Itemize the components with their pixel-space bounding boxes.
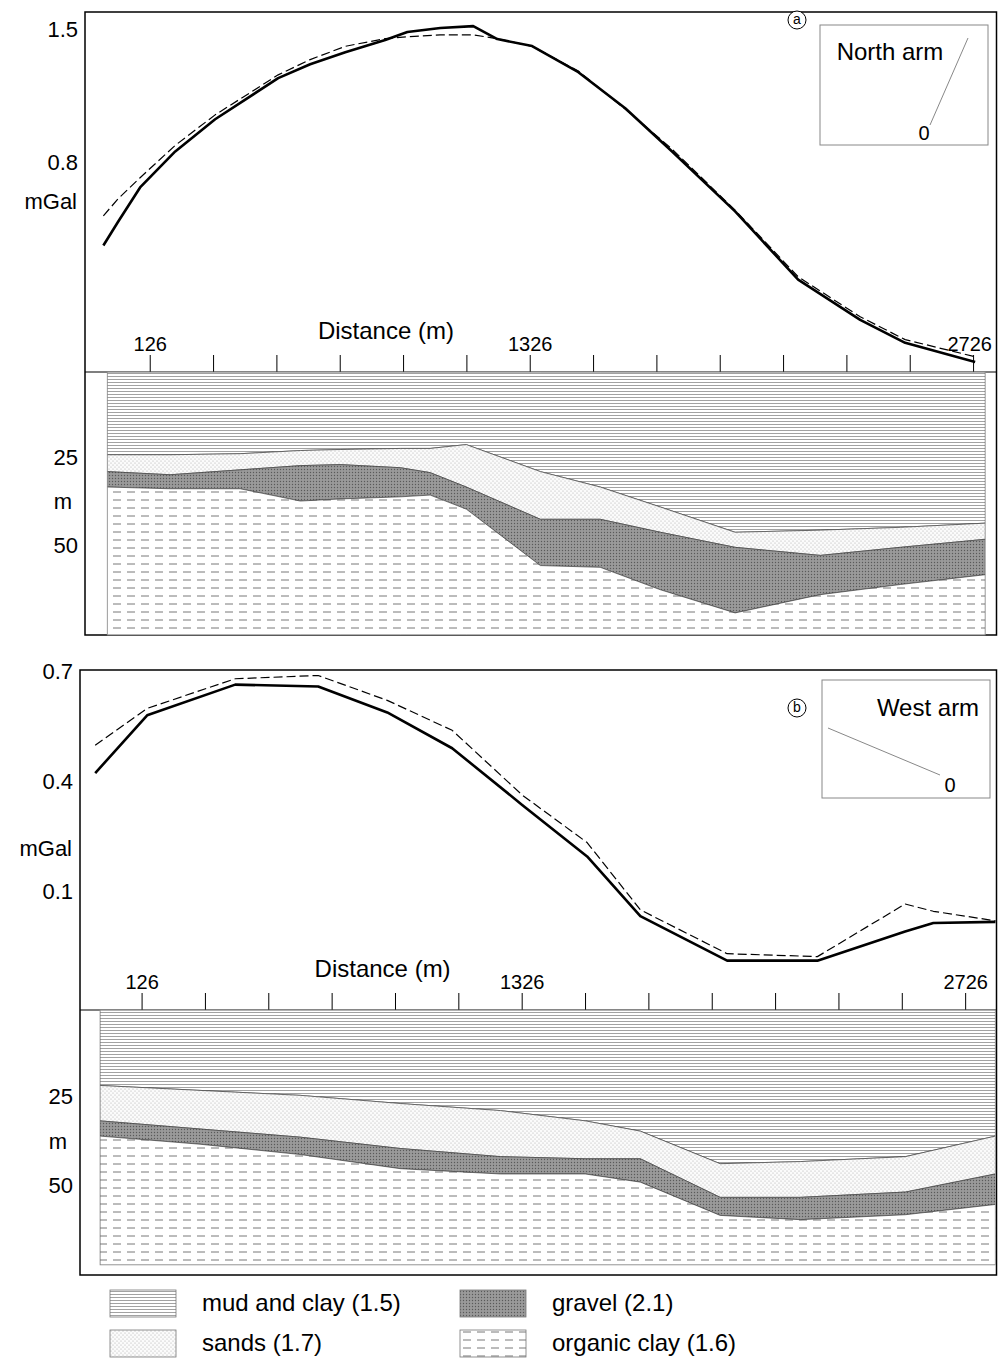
layers: [100, 1010, 995, 1265]
x-tick: [712, 993, 713, 1010]
x-tick: [965, 993, 966, 1010]
panel-letter-circle: [788, 699, 806, 717]
x-tick: [973, 355, 974, 372]
panel-letter: a: [793, 11, 801, 27]
inset-box: [820, 25, 988, 145]
inset-title: West arm: [877, 694, 979, 721]
x-tick-label: 126: [134, 333, 167, 355]
gravity-panel: 126 1326 2726 Distance (m) 0.1 0.4 0.7 mGal West…: [19, 659, 997, 1275]
x-tick: [150, 355, 151, 372]
legend-label: sands (1.7): [202, 1329, 322, 1356]
y-axis-title: mGal: [19, 836, 72, 861]
layer: [107, 487, 985, 635]
panel-frame: [85, 12, 997, 635]
x-tick: [340, 355, 341, 372]
section-panel: 25 50 m: [54, 372, 986, 635]
x-tick: [522, 993, 523, 1010]
section-frame: [100, 1010, 995, 1265]
y-axis-title: m: [49, 1129, 67, 1154]
legend-label: organic clay (1.6): [552, 1329, 736, 1356]
panel-letter: b: [793, 699, 801, 715]
x-tick: [593, 355, 594, 372]
x-tick: [458, 993, 459, 1010]
x-tick: [838, 993, 839, 1010]
legend-swatch: [110, 1330, 176, 1357]
layer: [100, 1136, 995, 1265]
background: [0, 0, 998, 1367]
legend-swatch: [110, 1290, 176, 1317]
x-tick: [720, 355, 721, 372]
legend-label: mud and clay (1.5): [202, 1289, 401, 1316]
x-tick: [395, 993, 396, 1010]
inset-box: [822, 680, 990, 798]
x-tick: [205, 993, 206, 1010]
inset-title: North arm: [837, 38, 944, 65]
layers: [107, 372, 985, 635]
x-tick: [276, 355, 277, 372]
x-tick-label: 126: [125, 971, 158, 993]
panel-letter-circle: [788, 11, 806, 29]
lines: [95, 675, 995, 960]
legend-swatch: [460, 1290, 526, 1317]
x-tick: [268, 993, 269, 1010]
x-tick: [213, 355, 214, 372]
arm-origin-label: 0: [918, 122, 929, 144]
x-tick: [142, 993, 143, 1010]
legend-swatch: [460, 1330, 526, 1357]
x-tick-label: 2726: [948, 333, 993, 355]
x-tick-label: 1326: [500, 971, 545, 993]
y-axis-title: m: [54, 489, 72, 514]
x-tick: [585, 993, 586, 1010]
x-tick: [783, 355, 784, 372]
y-tick-label: 0.4: [42, 769, 73, 794]
x-axis-title: Distance (m): [315, 955, 451, 982]
figure: 126 1326 2726 Distance (m) 0.8 1.5 mGal North a…: [0, 0, 998, 1367]
x-tick: [332, 993, 333, 1010]
y-tick-label: 25: [49, 1084, 73, 1109]
x-tick: [648, 993, 649, 1010]
y-tick-label: 50: [49, 1173, 73, 1198]
panel-frame: [80, 670, 997, 1275]
profile-line: [95, 675, 995, 956]
y-tick-label: 0.7: [42, 659, 73, 684]
arm-line: [828, 728, 940, 775]
x-tick: [910, 355, 911, 372]
section-panel: 25 50 m: [49, 1010, 996, 1265]
x-axis-title: Distance (m): [318, 317, 454, 344]
section-frame: [107, 372, 985, 635]
y-tick-label: 0.1: [42, 879, 73, 904]
x-tick: [902, 993, 903, 1010]
x-tick: [775, 993, 776, 1010]
x-tick-label: 1326: [508, 333, 553, 355]
y-tick-label: 1.5: [47, 17, 78, 42]
y-tick-label: 25: [54, 445, 78, 470]
x-tick: [530, 355, 531, 372]
legend: mud and clay (1.5) sands (1.7) gravel (2.1…: [110, 1289, 736, 1357]
x-tick: [656, 355, 657, 372]
x-tick: [466, 355, 467, 372]
x-tick-label: 2726: [943, 971, 988, 993]
arm-origin-label: 0: [944, 774, 955, 796]
gravity-panel: 126 1326 2726 Distance (m) 0.8 1.5 mGal North a…: [24, 11, 997, 635]
legend-label: gravel (2.1): [552, 1289, 673, 1316]
x-tick: [846, 355, 847, 372]
y-axis-title: mGal: [24, 189, 77, 214]
y-tick-label: 50: [54, 533, 78, 558]
x-tick: [403, 355, 404, 372]
y-tick-label: 0.8: [47, 150, 78, 175]
